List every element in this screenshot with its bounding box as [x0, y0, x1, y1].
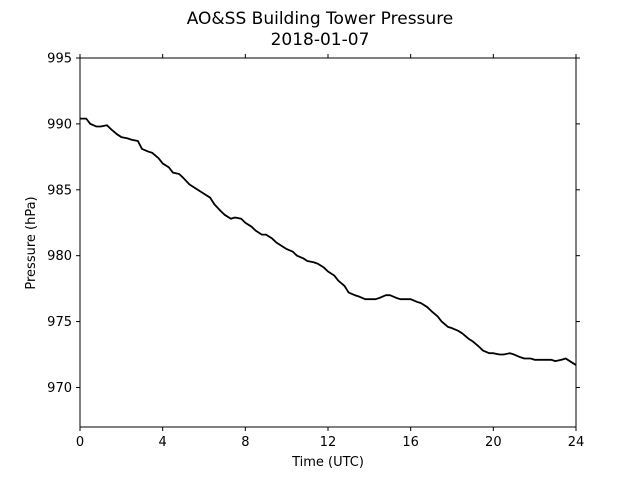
x-axis-label: Time (UTC) [291, 455, 364, 470]
x-tick-label: 16 [402, 435, 419, 450]
plot-frame [79, 57, 577, 428]
x-tick-label: 20 [485, 435, 502, 450]
x-tick-label: 12 [320, 435, 337, 450]
x-tick-label: 8 [241, 435, 249, 450]
y-tick-label: 980 [47, 249, 72, 264]
x-tick-label: 4 [159, 435, 167, 450]
y-tick-label: 990 [47, 117, 72, 132]
axis-ticks [76, 54, 580, 431]
y-tick-label: 975 [47, 315, 72, 330]
x-tick-label: 0 [76, 435, 84, 450]
x-tick-label: 24 [568, 435, 585, 450]
y-tick-label: 985 [47, 183, 72, 198]
series-line-pressure [80, 117, 577, 366]
y-tick-label: 995 [47, 52, 72, 67]
chart-subtitle: 2018-01-07 [271, 30, 370, 50]
y-tick-label: 970 [47, 381, 72, 396]
tick-labels: 0 4 8 12 16 20 24 970 975 980 985 990 995 [47, 52, 584, 451]
chart-title: AO&SS Building Tower Pressure [187, 9, 454, 29]
y-axis-label: Pressure (hPa) [24, 196, 39, 289]
